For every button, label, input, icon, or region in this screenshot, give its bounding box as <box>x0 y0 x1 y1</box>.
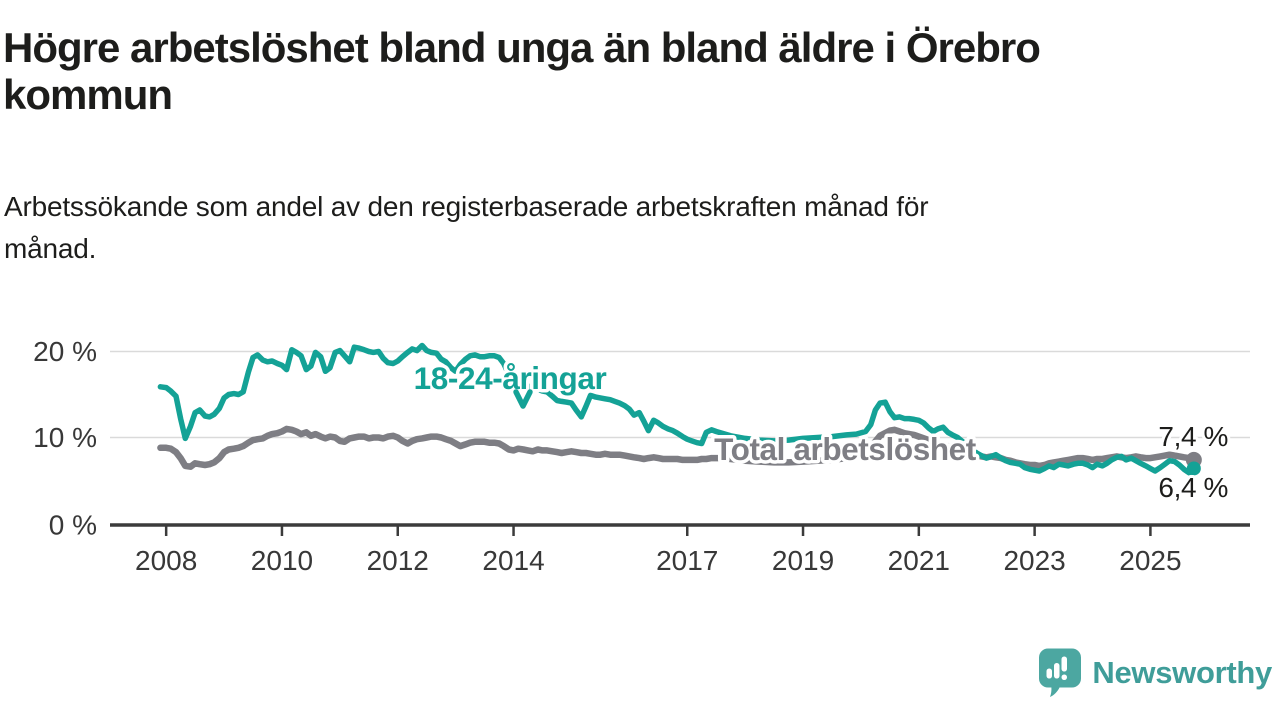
logo-exclamation-dot <box>1061 674 1068 680</box>
youth-series-arrow <box>513 389 533 409</box>
youth-end-value: 6,4 % <box>1158 472 1228 503</box>
series-layer <box>157 342 1202 476</box>
x-tick-label-2012: 2012 <box>367 545 429 576</box>
series-line-1 <box>157 342 1197 476</box>
x-tick-label-2010: 2010 <box>251 545 313 576</box>
total-series-label: Total arbetslöshet <box>714 431 977 467</box>
axis-layer: 20 % 10 % 0 % 2008 2010 2012 2014 2017 2019 2021 2… <box>33 336 1250 576</box>
newsworthy-wordmark: Newsworthy <box>1092 654 1272 690</box>
logo-bubble <box>1039 648 1082 697</box>
youth-series-label: 18-24-åringar <box>414 360 607 396</box>
x-tick-label-2008: 2008 <box>135 545 197 576</box>
x-tick-label-2017: 2017 <box>656 545 718 576</box>
newsworthy-icon <box>1039 648 1082 697</box>
chart-title: Högre arbetslöshet bland unga än bland ä… <box>3 24 1041 119</box>
x-tick-label-2023: 2023 <box>1003 545 1065 576</box>
annotation-layer: 18-24-åringar Total arbetslöshet 7,4 % 6,4 … <box>410 357 1231 507</box>
x-tick-label-2019: 2019 <box>772 545 834 576</box>
x-tick-label-2014: 2014 <box>482 545 544 576</box>
total-end-value: 7,4 % <box>1158 421 1228 452</box>
newsworthy-logo: Newsworthy <box>1037 647 1272 698</box>
x-tick-label-2025: 2025 <box>1119 545 1181 576</box>
chart-subtitle: Arbetssökande som andel av den registerb… <box>4 191 929 264</box>
y-tick-label-20: 20 % <box>33 336 97 367</box>
x-tick-label-2021: 2021 <box>888 545 950 576</box>
series-line-0 <box>157 425 1198 470</box>
logo-exclamation-bar <box>1061 656 1068 672</box>
series-end-dot-1 <box>1186 461 1201 476</box>
logo-bar-tall <box>1054 663 1060 679</box>
logo-bar-small <box>1046 668 1053 679</box>
y-tick-label-0: 0 % <box>49 510 97 541</box>
y-tick-label-10: 10 % <box>33 422 97 453</box>
